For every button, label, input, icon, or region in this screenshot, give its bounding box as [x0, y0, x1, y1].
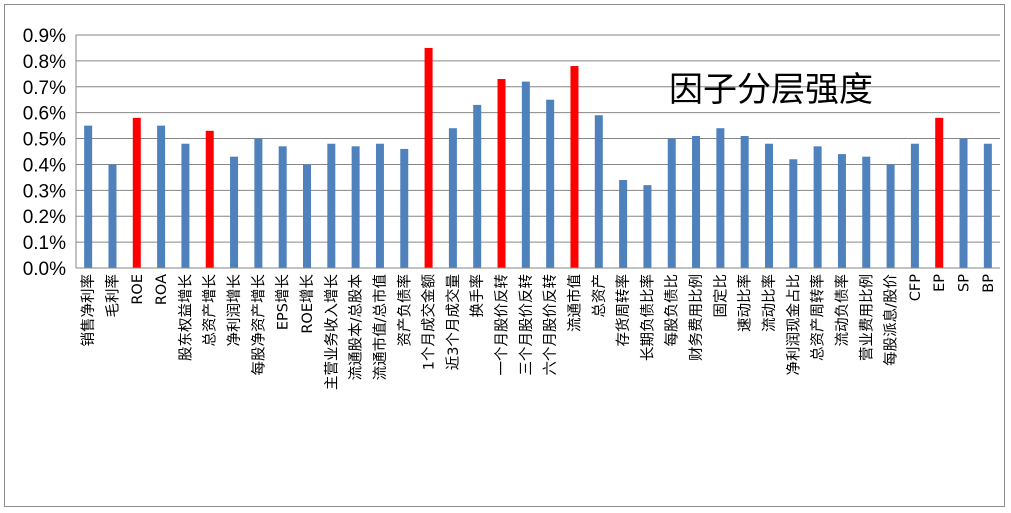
bar [351, 146, 360, 268]
x-tick-label: 速动比率 [737, 274, 754, 332]
bar [886, 164, 895, 268]
y-tick-label: 0.9% [23, 26, 66, 47]
bar [108, 164, 117, 268]
x-tick-label: EPS增长 [275, 274, 292, 331]
x-tick-label: 存货周转率 [615, 274, 632, 347]
x-tick-label: 净利润增长 [226, 274, 243, 347]
bar [570, 66, 579, 268]
bar [205, 130, 214, 268]
bar [716, 128, 725, 268]
x-tick-label: SP [957, 274, 973, 292]
bar [910, 143, 919, 268]
bar [424, 47, 433, 268]
x-tick-label: EP [932, 274, 948, 292]
y-tick-label: 0.1% [23, 233, 66, 254]
x-tick-label: ROA [154, 274, 170, 305]
x-tick-label: BP [981, 274, 997, 293]
bar [278, 146, 287, 268]
x-tick-label: 每股净资产增长 [250, 274, 267, 376]
y-tick-label: 0.6% [23, 104, 66, 125]
x-tick-label: 长期负债比率 [639, 274, 656, 361]
bar [497, 79, 506, 268]
bar [254, 138, 263, 268]
bars [84, 47, 992, 269]
x-tick-label: 1个月成交金额 [420, 274, 438, 371]
x-tick-labels: 销售净利率 毛利率 ROE ROA 股东权益增长 总资产增长 净利润增长 每股净资产增长 EPS… [80, 274, 997, 390]
bar [521, 81, 530, 268]
bar [740, 135, 749, 268]
bar [959, 138, 968, 268]
y-tick-label: 0.8% [23, 52, 66, 73]
axes [75, 35, 1000, 269]
x-tick-label: 三个月股价反转 [518, 274, 535, 376]
bar [132, 117, 141, 268]
x-tick-label: 流动比率 [761, 274, 778, 332]
bar [157, 125, 166, 268]
bar [983, 143, 992, 268]
bar [400, 148, 409, 268]
x-tick-label: 主营业务收入增长 [323, 274, 340, 390]
x-tick-label: 毛利率 [104, 274, 121, 318]
y-tick-label: 0.2% [23, 207, 66, 228]
bar [692, 135, 701, 268]
x-tick-label: 每股负债比 [664, 274, 681, 347]
x-tick-label: 近3个月成交量 [444, 274, 462, 370]
bar [667, 138, 676, 268]
bar [594, 115, 603, 268]
bar [448, 128, 457, 268]
y-tick-label: 0.5% [23, 130, 66, 151]
bar [473, 104, 482, 269]
bar [303, 164, 311, 268]
x-tick-label: 一个月股价反转 [494, 274, 511, 376]
bar [643, 185, 652, 268]
bar [327, 143, 336, 268]
bar [935, 117, 944, 268]
x-tick-label: 销售净利率 [80, 274, 97, 347]
bar [789, 159, 798, 268]
x-tick-label: 流通股本/总股本 [348, 274, 365, 380]
y-tick-label: 0.0% [23, 259, 66, 280]
x-tick-label: 流通市值/总市值 [372, 274, 389, 380]
x-tick-label: 换手率 [469, 274, 486, 318]
x-tick-label: 资产负债率 [396, 274, 413, 347]
y-tick-label: 0.3% [23, 181, 66, 202]
chart-title: 因子分层强度 [669, 70, 873, 110]
x-tick-label: ROE增长 [299, 274, 316, 334]
bar [546, 99, 555, 268]
y-tick-label: 0.4% [23, 155, 66, 176]
y-tick-label: 0.7% [23, 78, 66, 99]
x-tick-label: 财务费用比例 [688, 274, 705, 361]
bar [862, 156, 871, 268]
y-tick-labels: 0.0% 0.1% 0.2% 0.3% 0.4% 0.5% 0.6% 0.7% 0.8% 0.9% [23, 26, 66, 280]
bar [230, 156, 239, 268]
x-tick-label: 流通市值 [566, 274, 583, 332]
bar [837, 154, 846, 268]
gridlines [76, 34, 1000, 243]
bar [84, 125, 93, 268]
x-tick-label: 总资产 [591, 274, 608, 318]
x-tick-label: 每股派息/股价 [883, 274, 900, 366]
x-tick-label: 股东权益增长 [177, 274, 194, 361]
x-tick-label: 总资产周转率 [810, 274, 827, 361]
x-tick-label: 流动负债率 [834, 274, 851, 347]
x-tick-label: 净利润现金占比 [785, 274, 802, 376]
bar [813, 146, 822, 268]
x-tick-label: 固定比 [712, 274, 729, 318]
x-tick-label: CFP [908, 274, 924, 301]
bar [619, 179, 628, 268]
bar [765, 143, 773, 268]
x-tick-label: 营业费用比例 [858, 274, 875, 361]
bar [375, 143, 384, 268]
x-tick-label: ROE [130, 274, 146, 305]
x-tick-label: 总资产增长 [202, 274, 219, 347]
bar [181, 143, 190, 268]
x-tick-label: 六个月股价反转 [542, 274, 559, 376]
